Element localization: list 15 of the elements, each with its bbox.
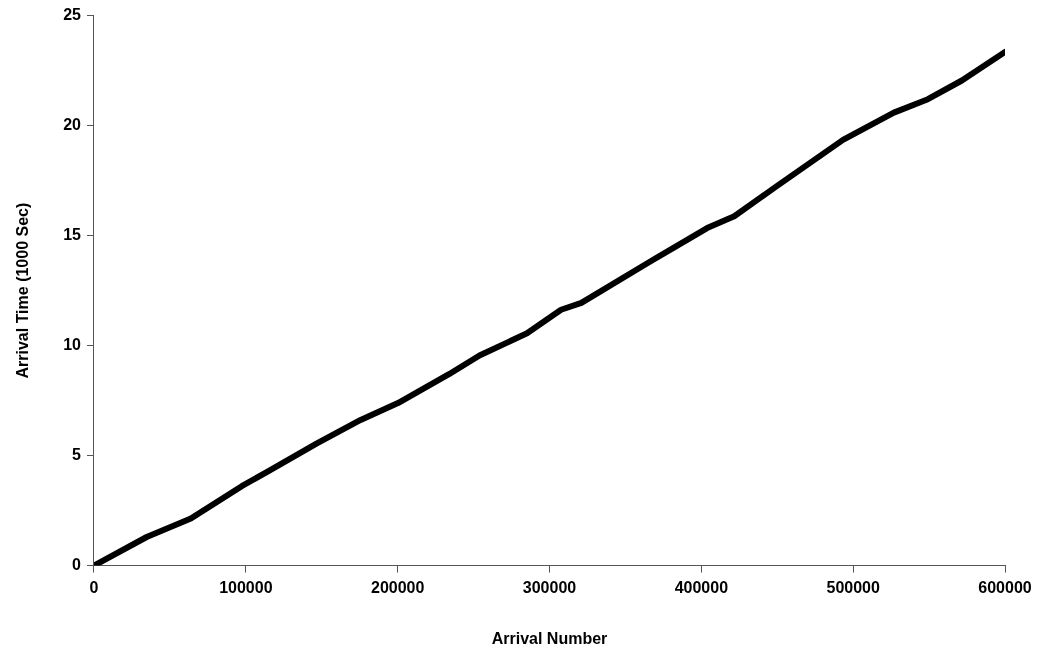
y-tick-label: 5 xyxy=(72,446,82,464)
x-tick-label: 0 xyxy=(89,578,99,596)
x-tick-label: 600000 xyxy=(978,578,1032,596)
x-tick-label: 500000 xyxy=(826,578,880,596)
y-axis-title: Arrival Time (1000 Sec) xyxy=(14,202,32,379)
y-tick-label: 10 xyxy=(63,336,82,354)
x-tick-label: 200000 xyxy=(370,578,425,596)
x-axis-title: Arrival Number xyxy=(491,629,608,647)
y-tick-label: 25 xyxy=(63,6,82,24)
x-tick-label: 300000 xyxy=(522,578,577,596)
y-tick-label: 20 xyxy=(63,116,82,134)
x-tick-label: 100000 xyxy=(219,578,273,596)
y-tick-label: 15 xyxy=(63,226,82,244)
y-tick-label: 0 xyxy=(72,556,82,574)
x-tick-label: 400000 xyxy=(674,578,729,596)
